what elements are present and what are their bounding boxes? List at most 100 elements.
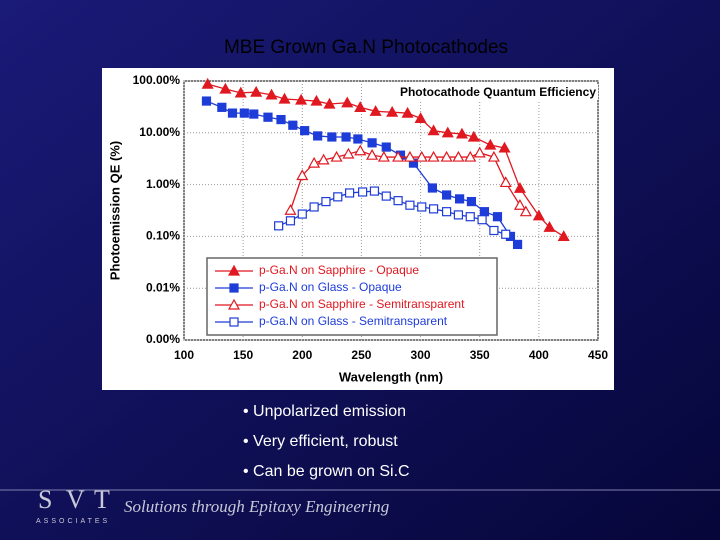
marker xyxy=(323,97,336,109)
legend-marker xyxy=(227,264,241,276)
marker xyxy=(477,215,487,225)
legend-label: p-Ga.N on Sapphire - Opaque xyxy=(259,263,419,277)
marker xyxy=(369,186,380,196)
marker xyxy=(479,207,490,217)
y-tick-label: 100.00% xyxy=(133,73,181,87)
marker xyxy=(465,212,475,222)
marker xyxy=(265,88,278,100)
x-axis-label: Wavelength (nm) xyxy=(339,369,443,384)
marker xyxy=(455,194,465,204)
marker xyxy=(393,196,403,206)
logo-subtitle: ASSOCIATES xyxy=(36,518,110,525)
marker xyxy=(284,203,297,215)
marker xyxy=(417,202,427,212)
marker xyxy=(381,191,391,201)
bullet: • Can be grown on Si.C xyxy=(243,463,410,480)
marker xyxy=(295,93,308,105)
marker xyxy=(377,150,390,162)
logo-letter: V xyxy=(66,485,85,514)
marker xyxy=(367,138,377,148)
y-tick-label: 1.00% xyxy=(146,177,180,191)
marker xyxy=(366,148,379,160)
x-tick-label: 200 xyxy=(292,348,312,362)
legend-marker xyxy=(229,317,239,327)
marker xyxy=(512,239,523,250)
marker xyxy=(234,86,247,98)
marker xyxy=(288,120,298,130)
marker xyxy=(297,209,307,219)
bullet: • Very efficient, robust xyxy=(243,433,398,450)
marker xyxy=(428,204,439,214)
marker xyxy=(519,205,532,217)
marker xyxy=(333,192,343,202)
marker xyxy=(278,92,291,104)
marker xyxy=(358,187,368,197)
x-tick-label: 300 xyxy=(411,348,431,362)
marker xyxy=(217,102,227,112)
bullet: • Unpolarized emission xyxy=(243,403,406,420)
marker xyxy=(501,229,511,239)
footer-text: Solutions through Epitaxy Engineering xyxy=(124,497,389,516)
marker xyxy=(401,106,414,118)
marker xyxy=(441,207,452,217)
marker xyxy=(219,82,232,94)
marker xyxy=(467,130,480,142)
x-tick-label: 350 xyxy=(470,348,490,362)
marker xyxy=(342,147,355,159)
marker xyxy=(354,144,367,156)
marker xyxy=(414,112,427,123)
marker xyxy=(427,124,440,136)
marker xyxy=(392,150,405,162)
y-tick-label: 0.01% xyxy=(146,280,180,294)
marker xyxy=(354,101,367,112)
y-tick-label: 10.00% xyxy=(139,125,180,139)
marker xyxy=(543,221,556,232)
legend-box xyxy=(206,257,498,336)
marker xyxy=(321,196,331,207)
marker xyxy=(201,96,212,106)
marker xyxy=(403,150,416,162)
marker xyxy=(201,77,214,89)
marker xyxy=(405,200,415,210)
marker xyxy=(276,114,286,125)
marker xyxy=(498,141,511,153)
slide-title: MBE Grown Ga.N Photocathodes xyxy=(224,37,508,58)
marker xyxy=(513,198,526,210)
marker xyxy=(487,150,500,162)
marker xyxy=(464,150,477,162)
marker xyxy=(369,105,382,116)
marker xyxy=(513,182,526,193)
x-tick-label: 400 xyxy=(529,348,549,362)
x-tick-label: 150 xyxy=(233,348,253,362)
marker xyxy=(427,150,440,162)
marker xyxy=(345,188,355,198)
marker xyxy=(285,216,296,226)
marker xyxy=(317,153,330,165)
chart-title: Photocathode Quantum Efficiency xyxy=(400,85,596,99)
marker xyxy=(452,150,465,162)
marker xyxy=(300,126,310,136)
marker xyxy=(415,150,428,162)
marker xyxy=(274,221,284,231)
marker xyxy=(484,138,497,150)
legend-marker xyxy=(227,298,241,310)
marker xyxy=(327,132,337,142)
marker xyxy=(310,94,323,106)
marker xyxy=(473,146,486,158)
marker xyxy=(263,112,273,122)
marker xyxy=(466,196,477,207)
legend-marker xyxy=(229,283,239,293)
marker xyxy=(330,150,343,162)
marker xyxy=(489,225,499,236)
marker xyxy=(249,109,259,119)
marker xyxy=(386,105,399,117)
marker xyxy=(308,156,321,168)
y-tick-label: 0.00% xyxy=(146,332,180,346)
marker xyxy=(441,190,452,200)
marker xyxy=(492,212,503,222)
marker xyxy=(296,169,309,181)
legend-label: p-Ga.N on Glass - Opaque xyxy=(259,280,402,294)
marker xyxy=(250,85,263,97)
chart-title-box xyxy=(376,84,598,100)
